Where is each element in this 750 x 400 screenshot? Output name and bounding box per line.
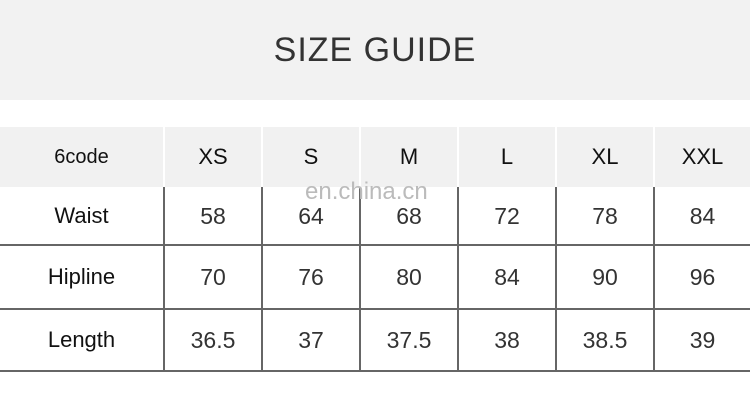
row-label: Hipline (47, 264, 116, 289)
table-cell: 38 (494, 326, 520, 353)
header-cell: 6code (0, 127, 163, 187)
header-cell: XL (557, 127, 653, 187)
table-cell: 37.5 (386, 326, 432, 353)
table-cell: 36.5 (190, 326, 236, 353)
row-divider (0, 308, 750, 310)
header-cell: S (263, 127, 359, 187)
watermark: en.china.cn (305, 178, 428, 205)
table-cell: 84 (689, 202, 716, 229)
table-cell: 38.5 (582, 326, 628, 353)
column-divider (457, 187, 459, 372)
row-label: Waist (54, 203, 109, 228)
table-cell: 72 (494, 202, 520, 229)
table-cell: 90 (592, 263, 618, 290)
column-divider (359, 187, 361, 372)
table-cell: 76 (298, 263, 324, 290)
column-divider (261, 187, 263, 372)
row-divider (0, 244, 750, 246)
table-cell: 80 (396, 263, 422, 290)
table-cell: 84 (494, 263, 520, 290)
column-divider (555, 187, 557, 372)
table-cell: 39 (689, 326, 716, 353)
header-cell: L (459, 127, 555, 187)
title-band: SIZE GUIDE (0, 0, 750, 100)
header-cell: XXL (655, 127, 750, 187)
table-cell: 58 (200, 202, 226, 229)
table-cell: 96 (689, 263, 716, 290)
table-cell: 37 (298, 326, 324, 353)
row-label: Length (47, 327, 116, 352)
header-cell: XS (165, 127, 261, 187)
row-divider (0, 370, 750, 372)
table-cell: 78 (592, 202, 618, 229)
table-cell: 64 (298, 202, 324, 229)
table-cell: 68 (396, 202, 422, 229)
column-divider (163, 187, 165, 372)
page-title: SIZE GUIDE (273, 30, 477, 69)
column-divider (653, 187, 655, 372)
header-cell: M (361, 127, 457, 187)
table-cell: 70 (200, 263, 226, 290)
